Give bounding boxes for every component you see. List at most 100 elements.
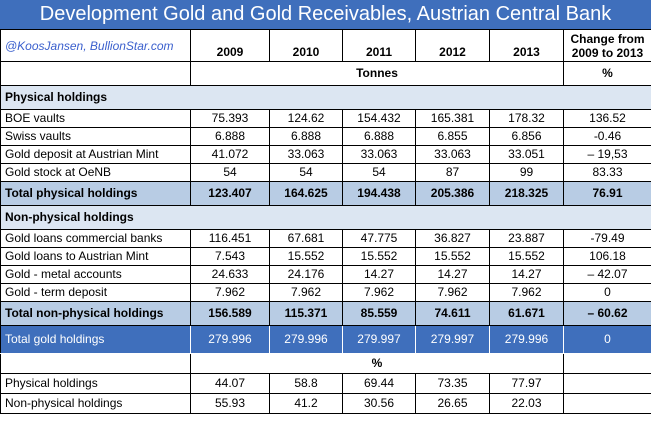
value-cell: 14.27: [489, 265, 564, 284]
value-cell: 7.543: [190, 247, 270, 266]
value-cell: 58.8: [269, 373, 343, 394]
section-title: Non-physical holdings: [0, 205, 651, 230]
unit-tonnes: Tonnes: [190, 61, 564, 86]
value-cell: 14.27: [415, 265, 490, 284]
value-cell: 154.432: [342, 109, 416, 128]
credit-text: @KoosJansen, BullionStar.com: [0, 29, 191, 62]
row-label: Total non-physical holdings: [0, 301, 191, 326]
value-cell: 44.07: [190, 373, 270, 394]
value-cell: 218.325: [489, 181, 564, 206]
value-cell: 165.381: [415, 109, 490, 128]
value-cell: 33.063: [342, 145, 416, 164]
table-row: BOE vaults 75.393 124.62 154.432 165.381 178.…: [0, 109, 651, 128]
change-cell: [563, 393, 651, 414]
value-cell: 279.996: [190, 325, 270, 354]
section-row-physical: Physical holdings: [0, 85, 651, 110]
value-cell: 54: [190, 163, 270, 182]
change-cell: [563, 373, 651, 394]
value-cell: 87: [415, 163, 490, 182]
value-cell: 6.888: [190, 127, 270, 146]
row-label: Physical holdings: [0, 373, 191, 394]
value-cell: 33.063: [269, 145, 343, 164]
empty-cell: [0, 353, 191, 374]
change-cell: 83.33: [563, 163, 651, 182]
year-header: 2013: [489, 29, 564, 62]
value-cell: 24.176: [269, 265, 343, 284]
section-row-nonphysical: Non-physical holdings: [0, 205, 651, 230]
value-cell: 77.97: [489, 373, 564, 394]
value-cell: 14.27: [342, 265, 416, 284]
row-label: Non-physical holdings: [0, 393, 191, 414]
year-header: 2009: [190, 29, 270, 62]
value-cell: 33.063: [415, 145, 490, 164]
table-row: Gold stock at OeNB 54 54 54 87 99 83.33: [0, 163, 651, 182]
unit-percent: %: [563, 61, 651, 86]
value-cell: 6.888: [342, 127, 416, 146]
row-label: Swiss vaults: [0, 127, 191, 146]
value-cell: 54: [342, 163, 416, 182]
value-cell: 7.962: [269, 283, 343, 302]
value-cell: 15.552: [489, 247, 564, 266]
value-cell: 279.997: [342, 325, 416, 354]
value-cell: 6.856: [489, 127, 564, 146]
change-header-line: Change from: [570, 31, 645, 46]
value-cell: 22.03: [489, 393, 564, 414]
table-title: Development Gold and Gold Receivables, A…: [0, 0, 651, 29]
year-header: 2012: [415, 29, 490, 62]
change-cell: 136.52: [563, 109, 651, 128]
change-cell: – 19,53: [563, 145, 651, 164]
empty-cell: [0, 61, 191, 86]
value-cell: 7.962: [342, 283, 416, 302]
value-cell: 99: [489, 163, 564, 182]
value-cell: 61.671: [489, 301, 564, 326]
value-cell: 15.552: [269, 247, 343, 266]
change-cell: -0.46: [563, 127, 651, 146]
table-row: Gold - term deposit 7.962 7.962 7.962 7.962 7…: [0, 283, 651, 302]
row-label: Gold - metal accounts: [0, 265, 191, 284]
value-cell: 33.051: [489, 145, 564, 164]
change-cell: – 42.07: [563, 265, 651, 284]
value-cell: 75.393: [190, 109, 270, 128]
value-cell: 7.962: [190, 283, 270, 302]
table-row: Swiss vaults 6.888 6.888 6.888 6.855 6.856 -0.…: [0, 127, 651, 146]
value-cell: 41.072: [190, 145, 270, 164]
total-physical-row: Total physical holdings 123.407 164.625 194…: [0, 181, 651, 206]
value-cell: 67.681: [269, 229, 343, 248]
value-cell: 124.62: [269, 109, 343, 128]
unit-row: Tonnes %: [0, 61, 651, 86]
change-header-line: 2009 to 2013: [571, 45, 644, 60]
value-cell: 41.2: [269, 393, 343, 414]
value-cell: 194.438: [342, 181, 416, 206]
table-row: Gold deposit at Austrian Mint 41.072 33.06…: [0, 145, 651, 164]
value-cell: 15.552: [342, 247, 416, 266]
total-gold-row: Total gold holdings 279.996 279.996 279.997…: [0, 325, 651, 354]
change-cell: 76.91: [563, 181, 651, 206]
value-cell: 116.451: [190, 229, 270, 248]
value-cell: 115.371: [269, 301, 343, 326]
value-cell: 279.997: [415, 325, 490, 354]
change-cell: – 60.62: [563, 301, 651, 326]
value-cell: 47.775: [342, 229, 416, 248]
row-label: Gold - term deposit: [0, 283, 191, 302]
value-cell: 123.407: [190, 181, 270, 206]
percent-row: Non-physical holdings 55.93 41.2 30.56 26.65…: [0, 393, 651, 414]
value-cell: 26.65: [415, 393, 490, 414]
row-label: BOE vaults: [0, 109, 191, 128]
year-header: 2010: [269, 29, 343, 62]
value-cell: 36.827: [415, 229, 490, 248]
percent-row: Physical holdings 44.07 58.8 69.44 73.35 77.9…: [0, 373, 651, 394]
change-cell: 0: [563, 283, 651, 302]
table-row: Gold loans to Austrian Mint 7.543 15.552 15…: [0, 247, 651, 266]
row-label: Gold deposit at Austrian Mint: [0, 145, 191, 164]
table-row: Gold - metal accounts 24.633 24.176 14.27 14…: [0, 265, 651, 284]
value-cell: 23.887: [489, 229, 564, 248]
value-cell: 178.32: [489, 109, 564, 128]
value-cell: 6.888: [269, 127, 343, 146]
gold-holdings-table: @KoosJansen, BullionStar.com 2009 2010 2…: [0, 29, 651, 414]
total-nonphysical-row: Total non-physical holdings 156.589 115.37…: [0, 301, 651, 326]
value-cell: 74.611: [415, 301, 490, 326]
value-cell: 6.855: [415, 127, 490, 146]
section-title-physical: Physical holdings: [0, 85, 651, 110]
value-cell: 279.996: [269, 325, 343, 354]
table-row: Gold loans commercial banks 116.451 67.681…: [0, 229, 651, 248]
